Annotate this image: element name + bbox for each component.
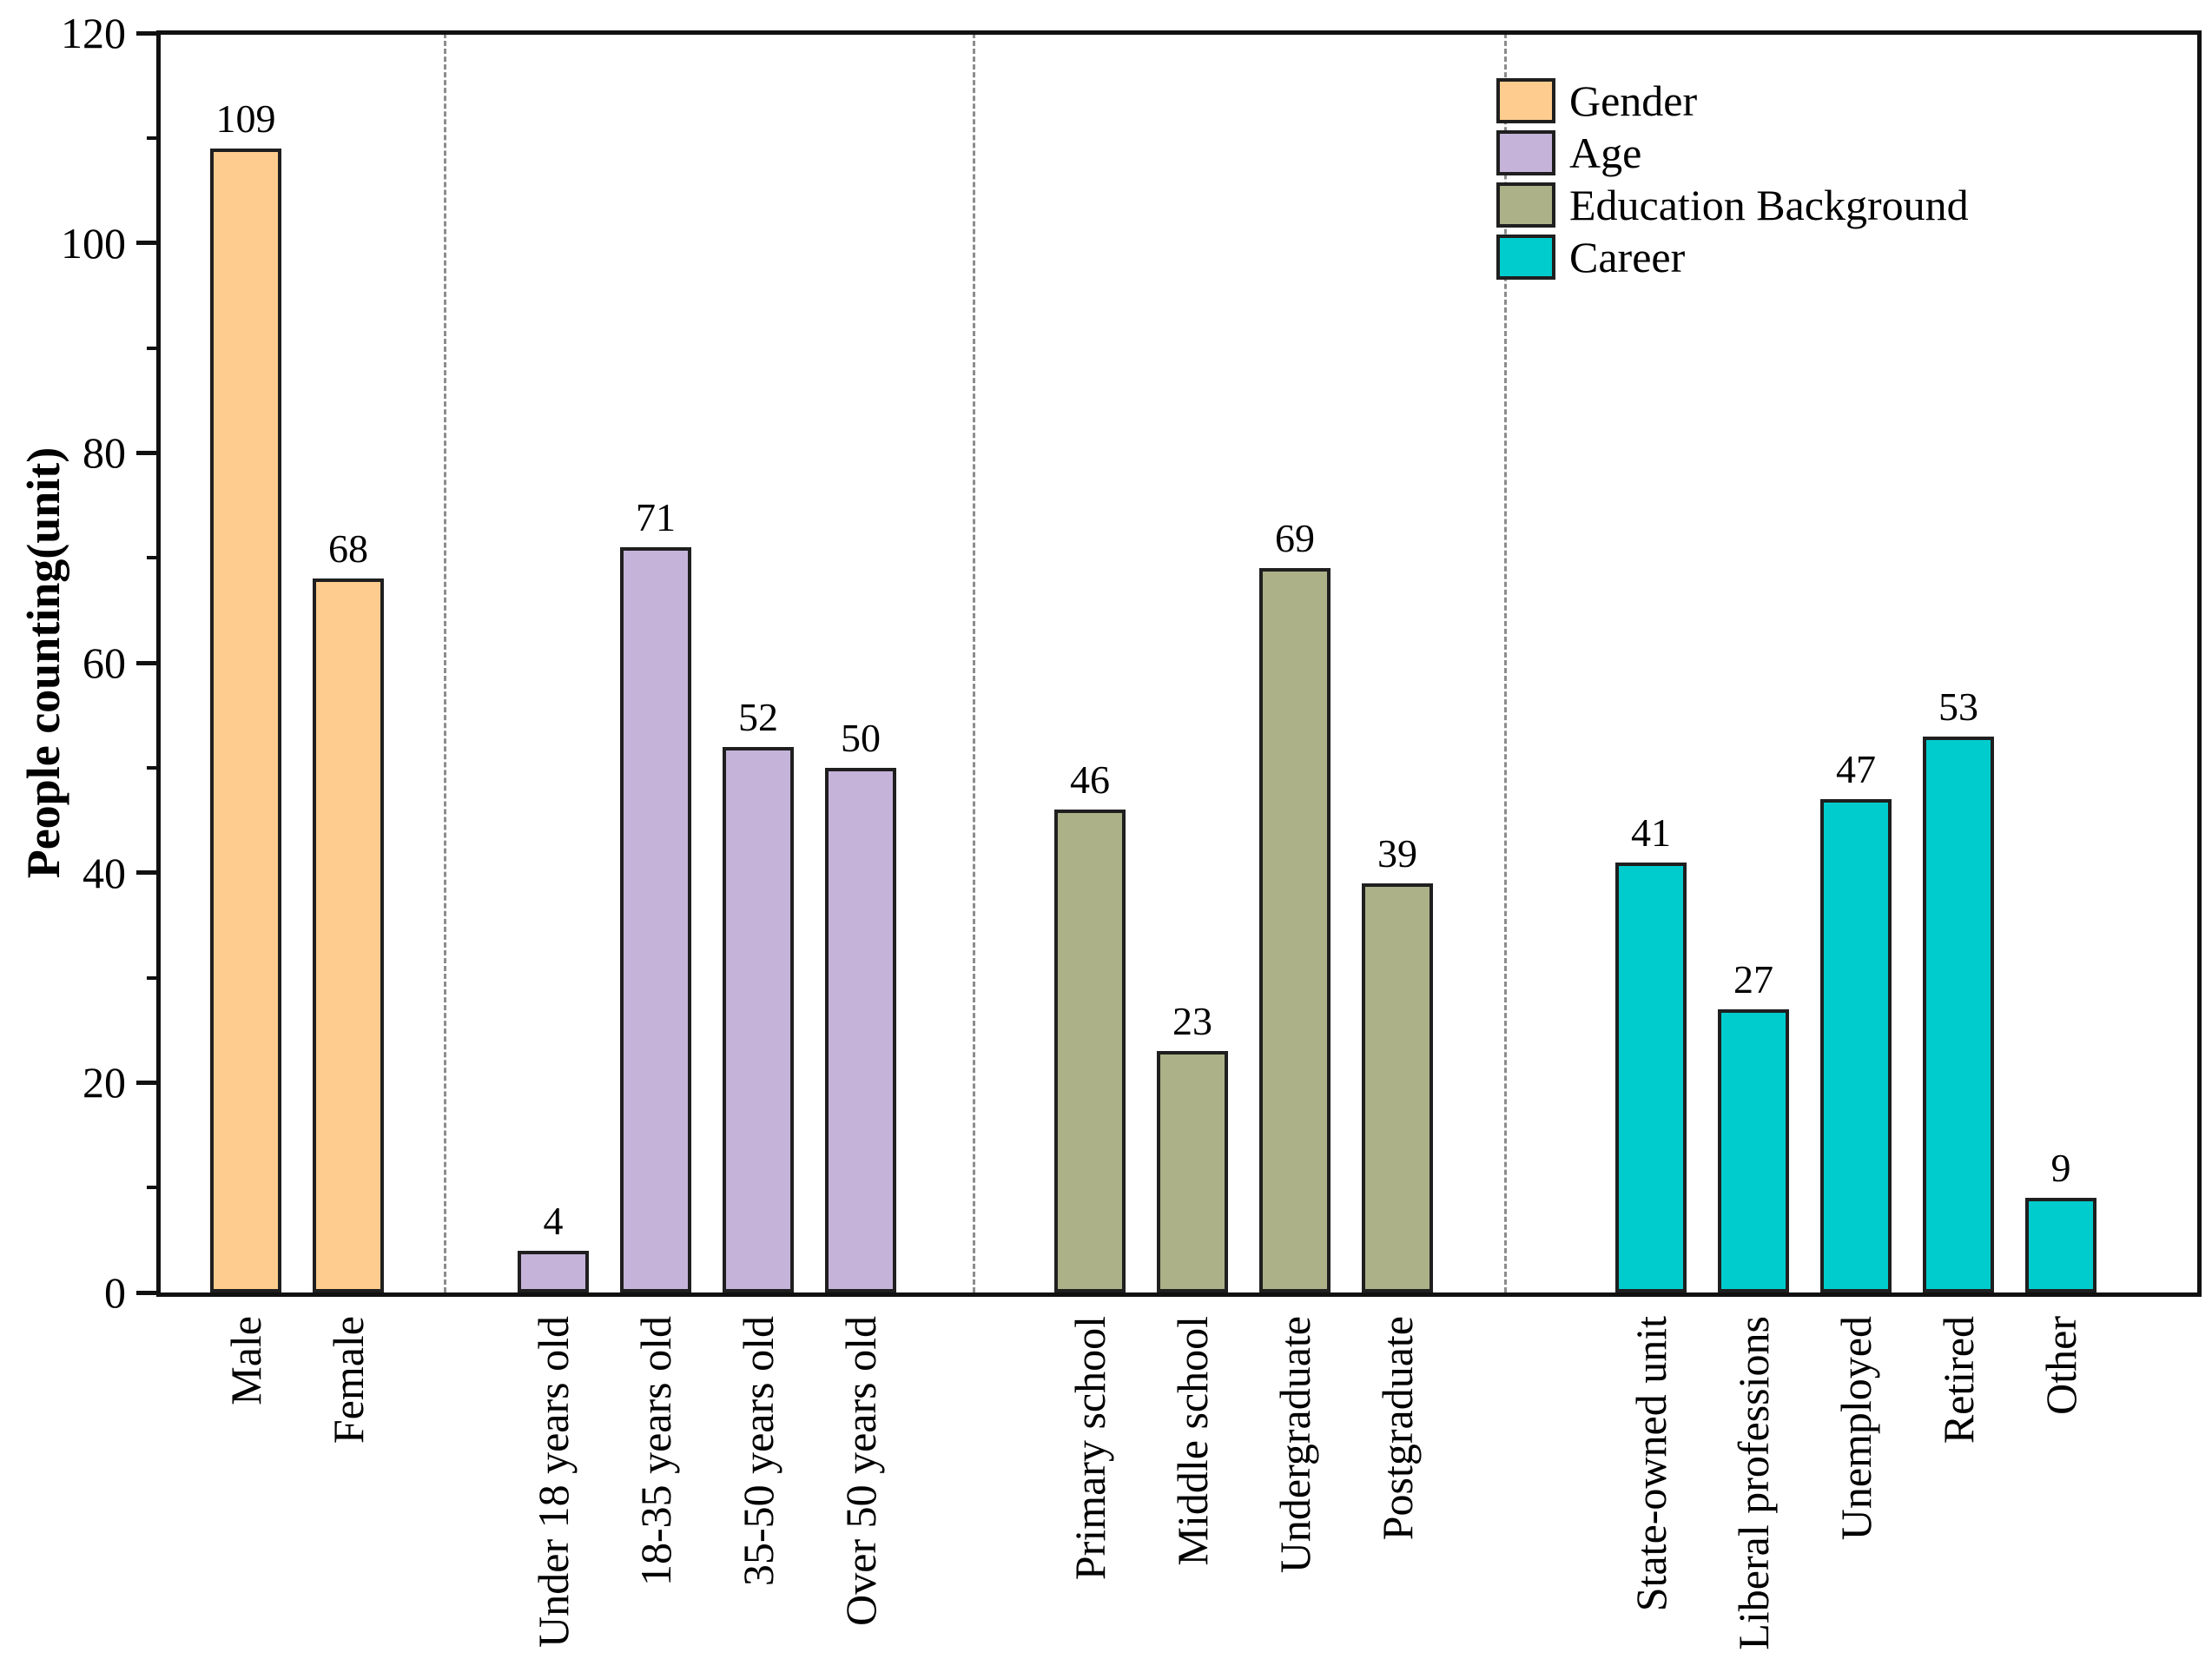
x-tick-label-text: Under 18 years old — [529, 1316, 578, 1648]
x-tick-label-text: Retired — [1934, 1316, 1983, 1445]
x-tick-label-text: Liberal professions — [1729, 1316, 1778, 1650]
bar-value-18-35-years-old: 71 — [636, 495, 676, 539]
y-major-tick-40 — [136, 870, 161, 875]
legend-label-career: Career — [1569, 233, 1686, 281]
bar-retired — [1923, 737, 1994, 1292]
bar-under-18-years-old — [518, 1251, 589, 1292]
legend-label-education-background: Education Background — [1569, 181, 1969, 229]
y-tick-label-20: 20 — [83, 1058, 126, 1107]
bar-male — [210, 149, 281, 1292]
x-tick-label-text: 18-35 years old — [631, 1316, 680, 1587]
bar-value-35-50-years-old: 52 — [738, 695, 778, 739]
x-tick-label-text: Over 50 years old — [836, 1316, 885, 1626]
legend-swatch-gender — [1496, 78, 1555, 123]
bar-primary-school — [1054, 810, 1126, 1292]
x-tick-label-text: Male — [221, 1316, 270, 1405]
bar-35-50-years-old — [723, 747, 794, 1292]
bar-value-female: 68 — [328, 526, 368, 571]
y-tick-label-100: 100 — [61, 219, 126, 268]
y-tick-label-60: 60 — [83, 638, 126, 687]
bar-value-primary-school: 46 — [1070, 757, 1110, 802]
y-tick-label-80: 80 — [83, 428, 126, 477]
group-separator-line-1 — [444, 33, 446, 1292]
bar-value-liberal-professions: 27 — [1733, 957, 1773, 1002]
x-tick-label-text: Other — [2037, 1316, 2085, 1415]
x-tick-label-text: Postgraduate — [1373, 1316, 1422, 1541]
bar-value-male: 109 — [215, 96, 276, 141]
y-minor-tick-110 — [147, 136, 161, 140]
y-major-tick-80 — [136, 451, 161, 455]
legend-swatch-age — [1496, 130, 1555, 175]
group-separator-line-2 — [973, 33, 975, 1292]
y-major-tick-20 — [136, 1081, 161, 1085]
y-major-tick-120 — [136, 31, 161, 36]
y-tick-label-0: 0 — [104, 1268, 126, 1317]
x-tick-label-text: Unemployed — [1832, 1316, 1880, 1541]
group-separator-line-3 — [1504, 33, 1507, 1292]
legend-swatch-career — [1496, 235, 1555, 280]
y-tick-label-40: 40 — [83, 849, 126, 897]
x-tick-label-text: Undergraduate — [1271, 1316, 1319, 1574]
y-minor-tick-30 — [147, 976, 161, 980]
bar-value-under-18-years-old: 4 — [543, 1199, 564, 1243]
legend-label-gender: Gender — [1569, 76, 1698, 125]
y-major-tick-0 — [136, 1291, 161, 1295]
legend-label-age: Age — [1569, 129, 1642, 177]
bar-value-retired: 53 — [1938, 684, 1978, 729]
bar-18-35-years-old — [620, 547, 691, 1292]
y-major-tick-60 — [136, 661, 161, 665]
y-minor-tick-10 — [147, 1186, 161, 1189]
y-minor-tick-50 — [147, 766, 161, 770]
bar-unemployed — [1820, 799, 1892, 1292]
bar-value-undergraduate: 69 — [1275, 516, 1315, 560]
bar-value-postgraduate: 39 — [1377, 831, 1417, 876]
x-tick-label-text: State-owned unit — [1627, 1316, 1675, 1612]
bar-value-other: 9 — [2050, 1146, 2071, 1190]
bar-undergraduate — [1259, 568, 1331, 1292]
bar-over-50-years-old — [825, 768, 896, 1292]
x-tick-label-text: Female — [324, 1316, 373, 1445]
bar-value-unemployed: 47 — [1836, 747, 1876, 791]
legend-swatch-education-background — [1496, 182, 1555, 228]
bar-female — [313, 578, 384, 1292]
x-tick-label-text: Middle school — [1168, 1316, 1217, 1566]
bar-value-state-owned-unit: 41 — [1631, 810, 1671, 855]
x-tick-label-text: 35-50 years old — [734, 1316, 782, 1587]
y-tick-label-120: 120 — [61, 9, 126, 57]
x-tick-label-text: Primary school — [1066, 1316, 1114, 1581]
bar-postgraduate — [1362, 883, 1433, 1292]
bar-value-over-50-years-old: 50 — [841, 716, 881, 760]
y-major-tick-100 — [136, 241, 161, 245]
y-minor-tick-70 — [147, 556, 161, 559]
bar-state-owned-unit — [1615, 863, 1687, 1292]
bar-value-middle-school: 23 — [1172, 999, 1212, 1043]
bar-middle-school — [1157, 1051, 1228, 1292]
y-minor-tick-90 — [147, 347, 161, 350]
bar-other — [2025, 1198, 2096, 1292]
bar-liberal-professions — [1718, 1009, 1789, 1292]
